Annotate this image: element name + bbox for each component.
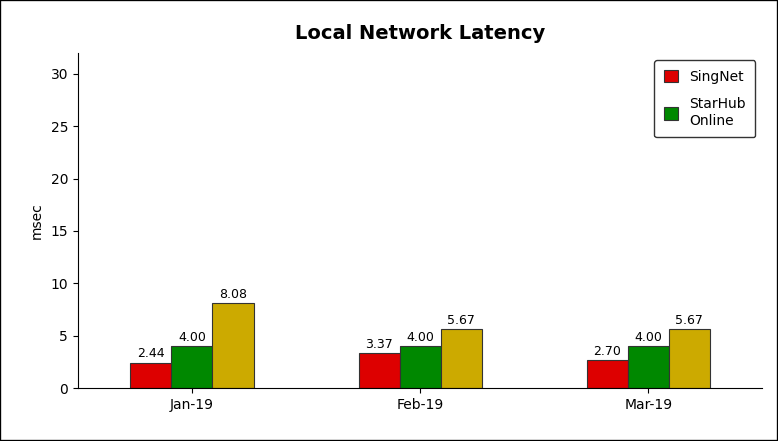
- Bar: [587, 360, 628, 388]
- Text: 5.67: 5.67: [675, 314, 703, 327]
- Text: 2.44: 2.44: [137, 348, 165, 360]
- Bar: [359, 353, 400, 388]
- Bar: [400, 346, 440, 388]
- Text: 8.08: 8.08: [219, 288, 247, 301]
- Bar: [212, 303, 254, 388]
- Bar: [440, 329, 482, 388]
- Bar: [669, 329, 710, 388]
- Text: 2.70: 2.70: [594, 345, 621, 358]
- Bar: [171, 346, 212, 388]
- Text: 4.00: 4.00: [178, 331, 206, 344]
- Bar: [628, 346, 669, 388]
- Text: 4.00: 4.00: [406, 331, 434, 344]
- Text: 3.37: 3.37: [365, 338, 393, 351]
- Legend: SingNet, StarHub
Online: SingNet, StarHub Online: [654, 60, 755, 138]
- Text: 5.67: 5.67: [447, 314, 475, 327]
- Y-axis label: msec: msec: [30, 202, 44, 239]
- Title: Local Network Latency: Local Network Latency: [295, 24, 545, 43]
- Text: 4.00: 4.00: [634, 331, 662, 344]
- Bar: [130, 363, 171, 388]
